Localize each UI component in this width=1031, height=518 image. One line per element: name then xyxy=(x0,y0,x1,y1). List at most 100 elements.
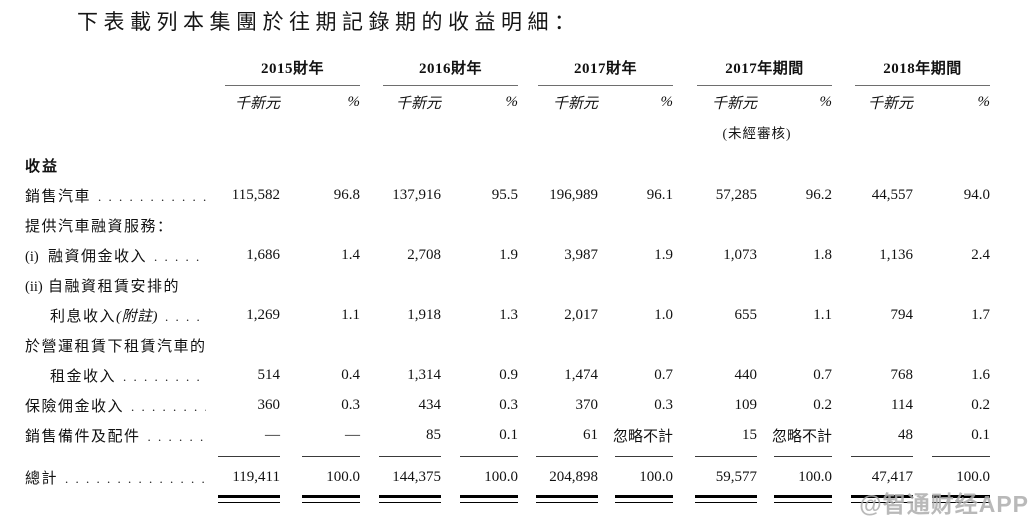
pct-label-cell: % xyxy=(819,93,833,110)
percent-cell: 1.4 xyxy=(341,246,360,263)
value-cell: 59,577 xyxy=(715,469,757,485)
percent-cell: 0.7 xyxy=(654,366,673,383)
rule-cell xyxy=(757,450,832,463)
rule-cell xyxy=(757,492,832,510)
value-cell: 85 xyxy=(426,426,441,443)
watermark: @智通财经APP xyxy=(859,491,1029,517)
row-label-content: 提供汽車融資服務： xyxy=(25,215,212,236)
percent-cell: 1.1 xyxy=(813,306,832,323)
double-rule xyxy=(774,495,832,503)
percent-cell: 0.4 xyxy=(341,366,360,383)
double-rule xyxy=(302,495,360,503)
value-cell: 1,136 xyxy=(879,246,913,263)
period-label: 2017財年 xyxy=(538,57,673,86)
row-label: 提供汽車融資服務： xyxy=(25,210,212,240)
period-header-cell: 2017年期間 xyxy=(673,50,832,86)
percent-cell: 0.9 xyxy=(499,366,518,383)
rule-cell xyxy=(212,450,280,463)
row-label-text: 總計 xyxy=(25,471,59,487)
percent-cell: 0.1 xyxy=(499,426,518,443)
percent-cell: 1.6 xyxy=(971,366,990,383)
value-cell: 115,582 xyxy=(231,186,280,203)
double-rule xyxy=(932,495,990,503)
value-cell: — xyxy=(265,426,280,443)
table-row: (ii) 自融資租賃安排的 xyxy=(25,270,990,300)
percent-cell: 1.8 xyxy=(813,246,832,263)
row-label: (i) 融資佣金收入 xyxy=(25,240,212,270)
value-cell: 514 xyxy=(257,366,281,383)
double-rule xyxy=(218,495,280,503)
double-rule xyxy=(695,495,757,503)
rule-cell xyxy=(913,450,990,463)
rule-cell xyxy=(212,492,280,510)
value-cell: 1,686 xyxy=(246,246,280,263)
rule-row xyxy=(25,450,990,463)
percent-cell: 96.1 xyxy=(646,186,673,203)
percent-cell: 1.9 xyxy=(654,246,673,263)
row-label-content: 收益 xyxy=(25,155,212,176)
single-rule xyxy=(774,456,832,457)
single-rule xyxy=(379,456,441,457)
note-cell xyxy=(518,118,673,150)
row-label: 租金收入 xyxy=(25,360,212,390)
value-cell: 768 xyxy=(890,366,914,383)
percent-cell: 1.7 xyxy=(971,306,990,323)
value-cell: 1,918 xyxy=(407,306,441,323)
unaudited-note: (未經審核) xyxy=(722,126,792,141)
row-label: (ii) 自融資租賃安排的 xyxy=(25,270,212,300)
unit-label-cell: 千新元 xyxy=(711,95,757,112)
row-label-text: 利息收入 xyxy=(50,308,117,325)
table-row: 租金收入 514 0.4 1,314 0.9 1,474 0.7 440 0.7 768 1.6 xyxy=(25,360,990,390)
percent-cell: 0.1 xyxy=(971,426,990,443)
value-cell: 47,417 xyxy=(871,469,913,485)
percent-cell: 0.2 xyxy=(813,396,832,413)
period-label: 2017年期間 xyxy=(697,57,832,86)
row-label xyxy=(25,450,212,463)
pct-label-cell: % xyxy=(347,93,361,110)
value-cell: 109 xyxy=(734,396,758,413)
value-cell: 1,314 xyxy=(407,366,441,383)
percent-cell: 96.8 xyxy=(333,186,360,203)
value-cell: 57,285 xyxy=(715,186,757,203)
row-label: 總計 xyxy=(25,463,212,492)
value-cell: 1,474 xyxy=(564,366,598,383)
single-rule xyxy=(460,456,518,457)
rule-cell xyxy=(360,492,441,510)
value-cell: 144,375 xyxy=(392,469,441,485)
single-rule xyxy=(536,456,598,457)
table-row: 提供汽車融資服務： xyxy=(25,210,990,240)
rule-cell xyxy=(280,450,360,463)
row-label-note: (附註) xyxy=(116,308,159,325)
double-rule xyxy=(615,495,673,503)
value-cell: 440 xyxy=(734,366,758,383)
value-cell: 48 xyxy=(898,426,913,443)
empty-cell xyxy=(212,270,990,300)
period-header-cell: 2015財年 xyxy=(212,50,360,86)
rule-cell xyxy=(360,450,441,463)
table-row: 保險佣金收入 360 0.3 434 0.3 370 0.3 109 0.2 114 0.2 xyxy=(25,390,990,420)
double-rule xyxy=(536,495,598,503)
row-label-content: (i) 融資佣金收入 xyxy=(25,245,212,266)
double-rule xyxy=(851,495,913,503)
dot-leader xyxy=(154,249,206,266)
header-periods-row: 2015財年 2016財年 2017財年 2017年期間 2018年期間 xyxy=(25,50,990,86)
note-cell xyxy=(832,118,990,150)
row-label: 銷售汽車 xyxy=(25,180,212,210)
row-label-text: 於營運租賃下租賃汽車的 xyxy=(25,338,207,355)
single-rule xyxy=(851,456,913,457)
rule-cell xyxy=(441,450,518,463)
header-note-row: (未經審核) xyxy=(25,118,990,150)
period-header-cell: 2016財年 xyxy=(360,50,518,86)
corner-cell xyxy=(25,118,212,150)
double-rule xyxy=(379,495,441,503)
period-label: 2016財年 xyxy=(383,57,518,86)
period-label: 2015財年 xyxy=(225,57,360,86)
dot-leader xyxy=(131,399,206,416)
row-label-text: 融資佣金收入 xyxy=(48,248,148,265)
row-label-content: 保險佣金收入 xyxy=(25,395,212,416)
row-label-text: 保險佣金收入 xyxy=(25,398,125,415)
rule-cell xyxy=(832,492,913,510)
value-cell: 119,411 xyxy=(232,469,280,485)
dot-leader xyxy=(65,471,206,488)
row-label: 利息收入 (附註) xyxy=(25,300,212,330)
